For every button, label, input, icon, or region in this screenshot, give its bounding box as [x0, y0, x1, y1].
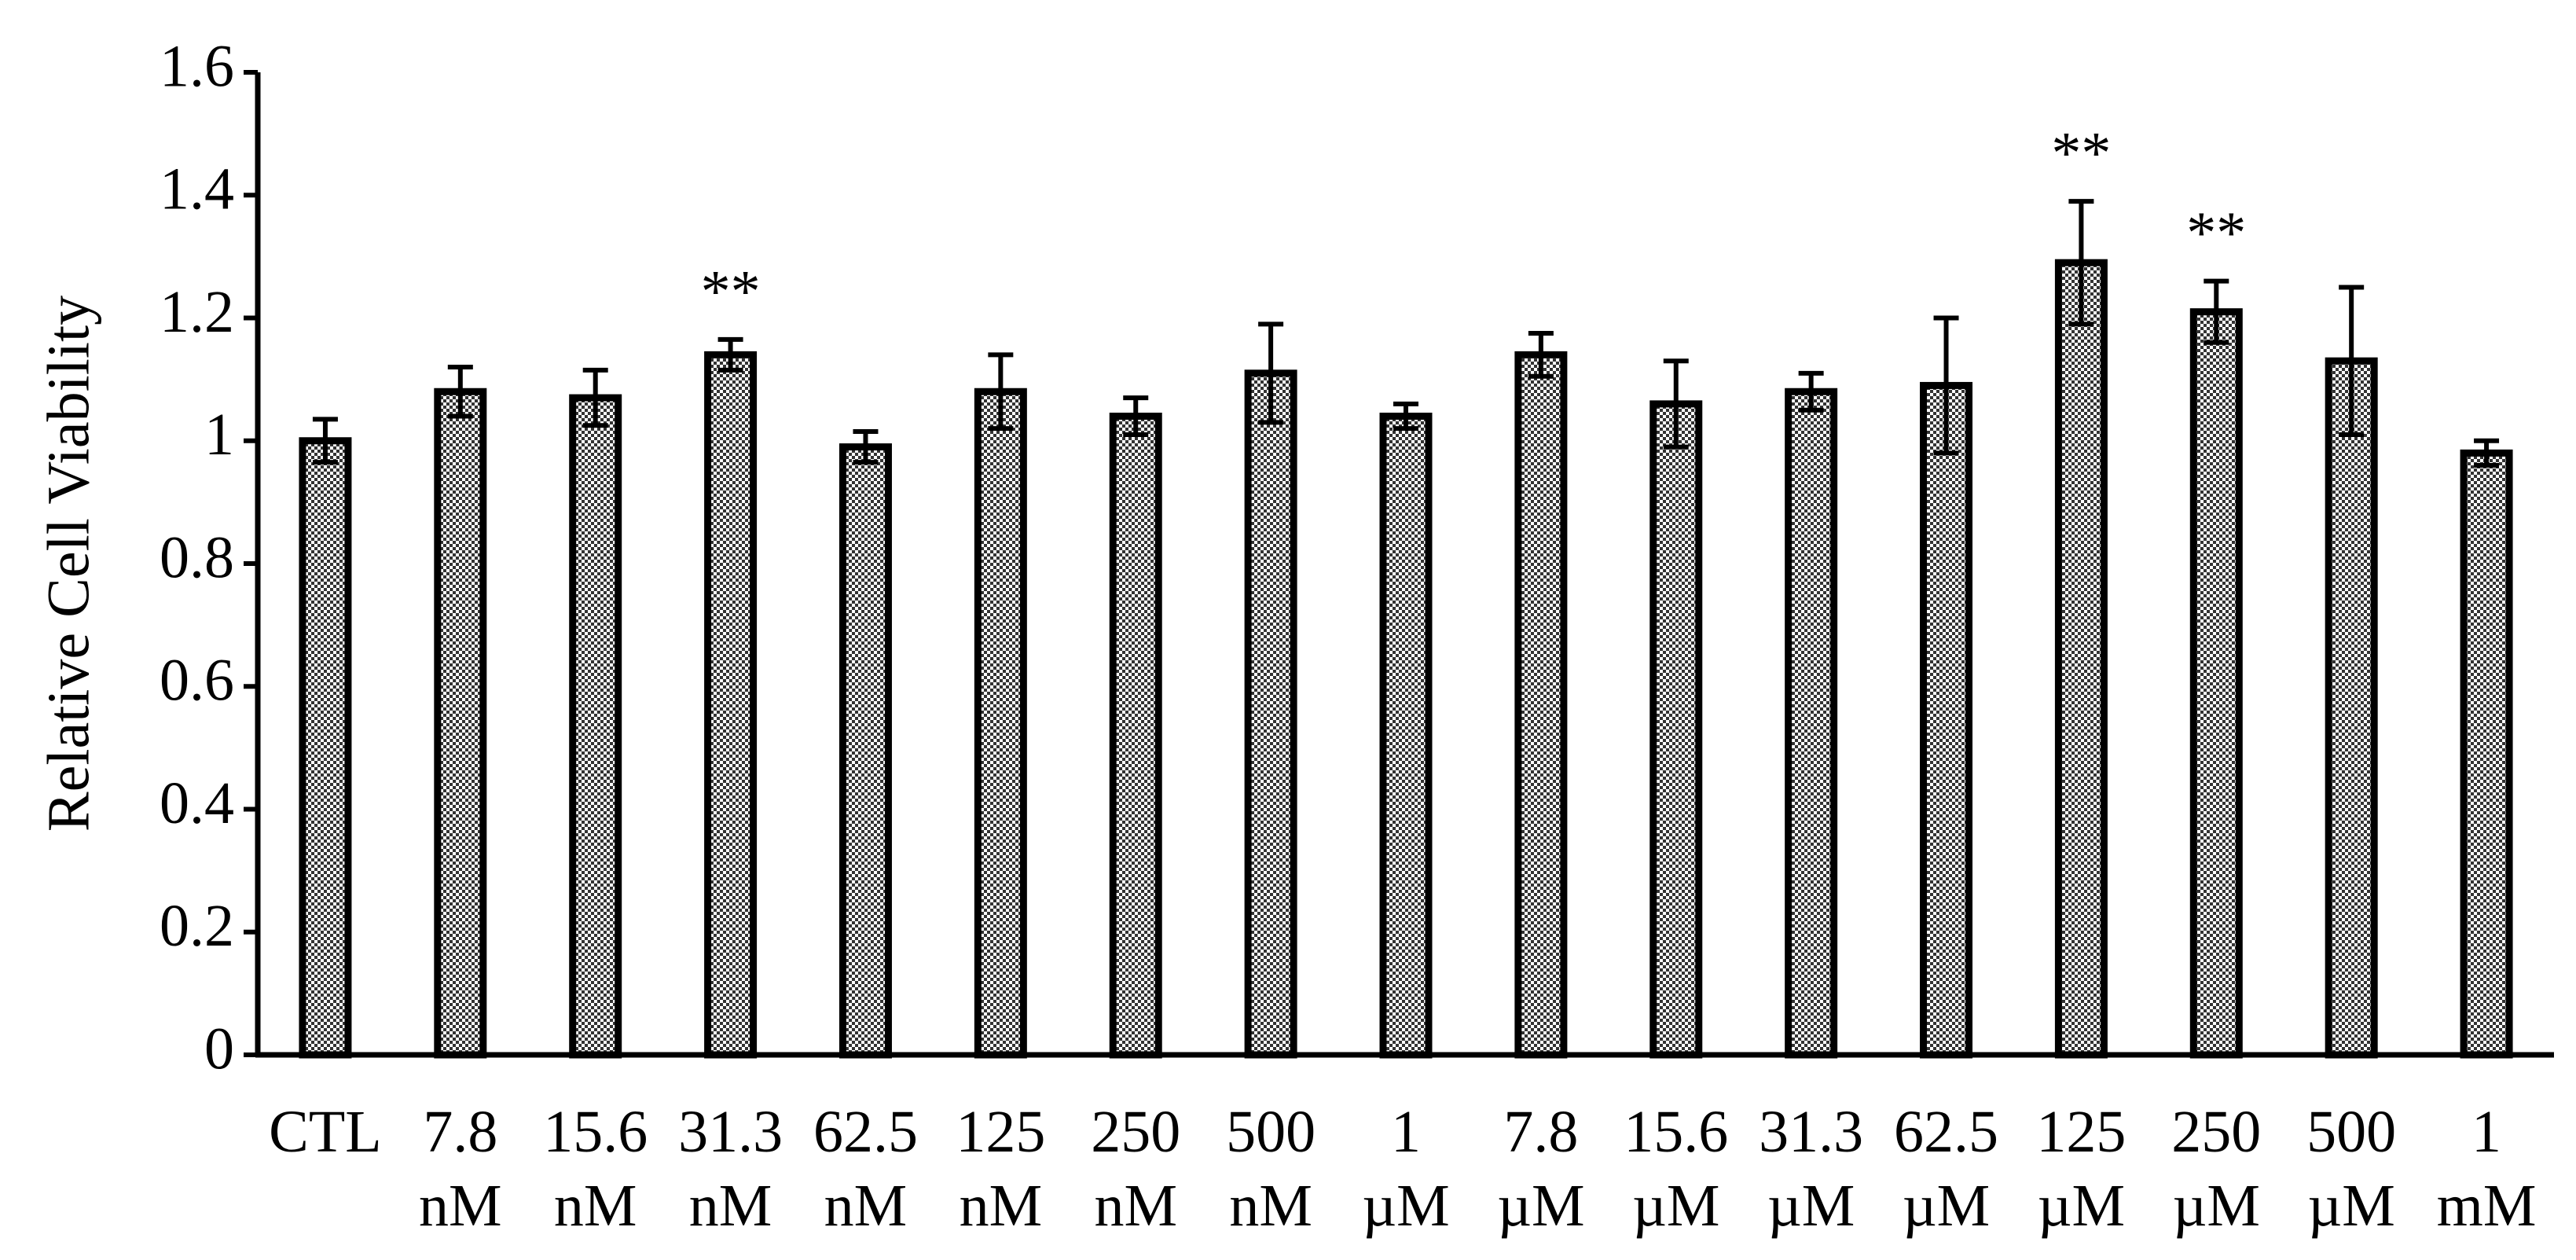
error-bar — [1663, 358, 1689, 450]
x-tick-label: 250 nM — [1091, 1099, 1180, 1239]
error-bar — [447, 365, 473, 419]
y-axis-label: Relative Cell Viability — [35, 296, 101, 832]
x-tick-label: 1 µM — [1362, 1099, 1449, 1239]
bar — [569, 394, 622, 1059]
bar — [434, 388, 487, 1059]
y-tick-label: 1 — [204, 402, 234, 468]
x-tick-label: 500 µM — [2306, 1099, 2396, 1239]
error-bar — [1933, 315, 1959, 456]
error-bar — [582, 367, 608, 428]
bar — [1785, 388, 1838, 1059]
bar — [2325, 357, 2378, 1059]
error-bar — [1123, 395, 1149, 437]
x-tick-label: 15.6 µM — [1624, 1099, 1728, 1239]
bar — [838, 443, 892, 1059]
y-tick-label: 1.4 — [160, 156, 234, 222]
bar — [2460, 449, 2513, 1059]
error-bar — [717, 336, 743, 373]
bar — [2054, 259, 2108, 1059]
bar — [299, 437, 352, 1059]
x-tick-label: CTL — [269, 1099, 382, 1165]
significance-label: ** — [2051, 120, 2111, 186]
error-bar — [312, 417, 338, 465]
x-tick-label: 1 mM — [2437, 1099, 2537, 1239]
error-bar — [988, 352, 1014, 432]
error-bar — [2339, 285, 2365, 437]
bar — [1920, 381, 1973, 1059]
x-tick-label: 62.5 nM — [813, 1099, 918, 1239]
y-tick-label: 0.8 — [160, 524, 234, 590]
y-tick-label: 1.6 — [160, 33, 234, 99]
x-tick-label: 125 nM — [956, 1099, 1045, 1239]
x-tick-label: 7.8 nM — [419, 1099, 502, 1239]
bar — [1379, 413, 1433, 1059]
y-tick-label: 0.6 — [160, 648, 234, 714]
y-tick-label: 1.2 — [160, 279, 234, 345]
bar — [2189, 308, 2243, 1059]
x-tick-label: 500 nM — [1226, 1099, 1316, 1239]
error-bar — [1258, 321, 1284, 425]
x-tick-label: 62.5 µM — [1894, 1099, 1998, 1239]
error-bar — [2474, 438, 2500, 468]
significance-label: ** — [2186, 200, 2246, 266]
bar — [1649, 400, 1703, 1059]
x-tick-label: 15.6 nM — [543, 1099, 648, 1239]
x-tick-label: 125 µM — [2036, 1099, 2126, 1239]
error-bar — [1528, 331, 1554, 379]
bar — [1244, 369, 1297, 1059]
bar — [974, 388, 1027, 1059]
x-tick-label: 7.8 µM — [1497, 1099, 1584, 1239]
error-bar — [2204, 278, 2229, 345]
x-tick-label: 31.3 nM — [678, 1099, 783, 1239]
x-tick-label: 250 µM — [2171, 1099, 2261, 1239]
significance-label: ** — [701, 259, 761, 325]
bar — [704, 351, 758, 1059]
y-tick-label: 0 — [204, 1016, 234, 1082]
error-bar — [853, 429, 879, 465]
error-bar — [2068, 199, 2094, 327]
y-tick-label: 0.4 — [160, 770, 234, 836]
y-tick-label: 0.2 — [160, 893, 234, 959]
error-bar — [1393, 401, 1418, 432]
error-bar — [1798, 370, 1824, 413]
bar — [1514, 351, 1568, 1059]
x-tick-label: 31.3 µM — [1759, 1099, 1863, 1239]
bar — [1109, 413, 1162, 1059]
